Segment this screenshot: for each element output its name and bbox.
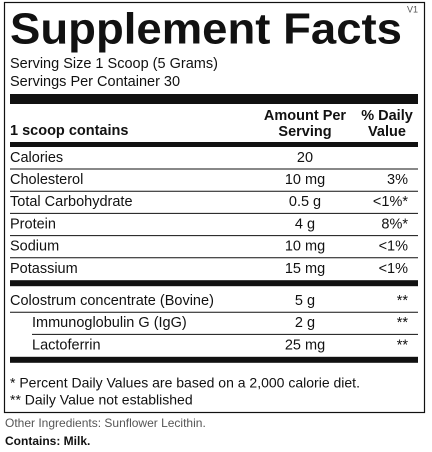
nutrient-amount: 5 g [295,293,315,309]
footnote: ** Daily Value not established [10,392,193,408]
table-heading: 1 scoop contains [10,123,128,139]
daily-value: <1%* [373,194,408,210]
daily-value: ** [397,315,409,331]
nutrient-name: Colostrum concentrate (Bovine) [10,293,214,309]
daily-value: ** [397,337,409,353]
nutrient-name: Potassium [10,261,78,277]
dv-header: % Daily [361,108,413,124]
nutrient-name: Total Carbohydrate [10,194,133,210]
nutrient-name: Lactoferrin [32,337,101,353]
nutrient-amount: 10 mg [285,172,325,188]
nutrient-amount: 0.5 g [289,194,321,210]
nutrient-rows: Calories 20 Cholesterol 10 mg 3% Total Carboh… [10,150,418,363]
nutrient-amount: 10 mg [285,239,325,255]
version: V1 [407,4,418,14]
title: Supplement Facts [10,5,402,54]
nutrient-name: Immunoglobulin G (IgG) [32,315,187,331]
daily-value: <1% [379,261,409,277]
nutrient-amount: 20 [297,150,313,166]
amount-header: Serving [278,124,331,140]
daily-value: ** [397,293,409,309]
footnote: * Percent Daily Values are based on a 2,… [10,375,360,391]
thick-rule [10,356,418,363]
allergen-statement: Contains: Milk. [5,434,90,448]
dv-header: Value [368,124,406,140]
nutrient-amount: 25 mg [285,337,325,353]
thick-rule [10,94,418,104]
other-ingredients: Other Ingredients: Sunflower Lecithin. [5,416,206,430]
daily-value: 8%* [381,216,408,232]
daily-value: <1% [379,239,409,255]
daily-value: 3% [387,172,408,188]
thick-rule [10,142,418,147]
nutrient-name: Sodium [10,239,59,255]
label-border [3,1,426,414]
nutrient-amount: 2 g [295,315,315,331]
nutrient-name: Cholesterol [10,172,83,188]
thick-rule [10,280,418,287]
servings-per-container: Servings Per Container 30 [10,74,180,90]
amount-header: Amount Per [264,108,347,124]
nutrient-amount: 4 g [295,216,315,232]
serving-size: Serving Size 1 Scoop (5 Grams) [10,56,218,72]
nutrient-name: Protein [10,216,56,232]
nutrient-amount: 15 mg [285,261,325,277]
nutrient-name: Calories [10,150,63,166]
